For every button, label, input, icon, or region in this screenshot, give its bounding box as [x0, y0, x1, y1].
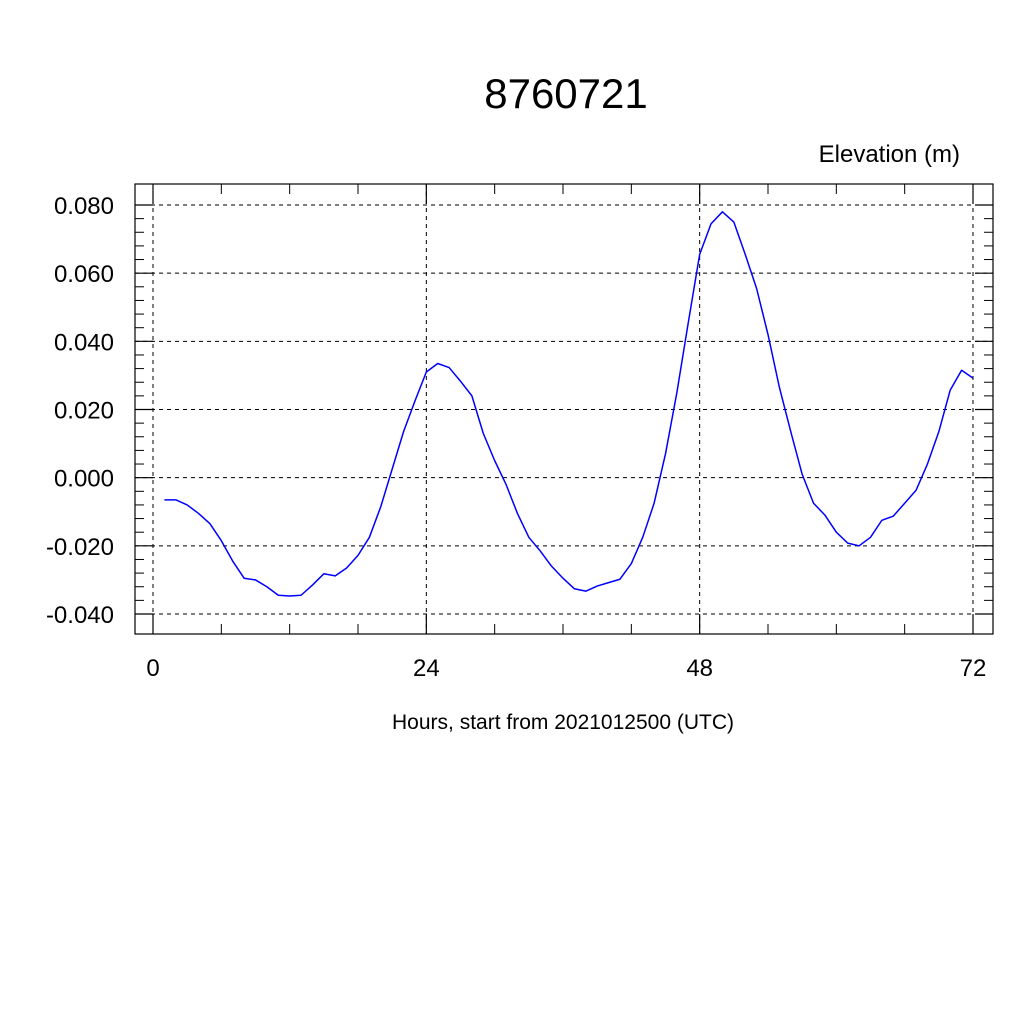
y-tick-label: 0.020: [54, 398, 114, 425]
y-tick-label: -0.040: [46, 602, 114, 629]
x-axis-label: Hours, start from 2021012500 (UTC): [392, 711, 734, 734]
axis-ticks: [135, 184, 993, 634]
grid: [135, 184, 993, 634]
series-line: [164, 211, 974, 597]
x-tick-label: 24: [413, 655, 440, 682]
units-label: Elevation (m): [819, 141, 960, 168]
y-tick-label: -0.020: [46, 534, 114, 561]
x-tick-labels: 0 24 48 72: [146, 655, 986, 682]
x-tick-label: 48: [686, 655, 713, 682]
y-tick-label: 0.000: [54, 466, 114, 493]
y-tick-label: 0.040: [54, 329, 114, 356]
x-tick-label: 72: [960, 655, 987, 682]
plot-frame: [134, 183, 994, 635]
chart-title: 8760721: [484, 70, 648, 117]
x-tick-label: 0: [146, 655, 159, 682]
y-tick-label: 0.060: [54, 261, 114, 288]
y-tick-labels: -0.040 -0.020 0.000 0.020 0.040 0.060 0.080: [46, 193, 114, 629]
y-tick-label: 0.080: [54, 193, 114, 220]
